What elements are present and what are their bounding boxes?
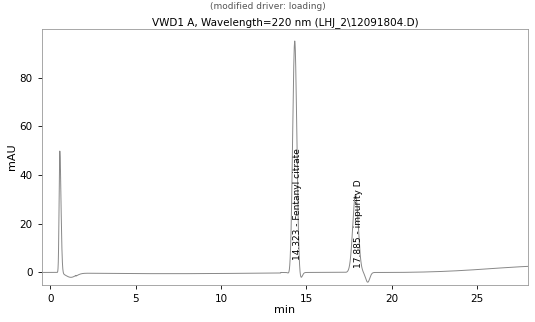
- Title: VWD1 A, Wavelength=220 nm (LHJ_2\12091804.D): VWD1 A, Wavelength=220 nm (LHJ_2\1209180…: [151, 17, 418, 27]
- Text: 14.323 - Fentanyl citrate: 14.323 - Fentanyl citrate: [293, 148, 302, 260]
- Y-axis label: mAU: mAU: [7, 143, 17, 170]
- Text: 17.885 - impurity D: 17.885 - impurity D: [354, 179, 363, 268]
- X-axis label: min: min: [274, 305, 295, 315]
- Text: (modified driver: loading): (modified driver: loading): [210, 2, 325, 11]
